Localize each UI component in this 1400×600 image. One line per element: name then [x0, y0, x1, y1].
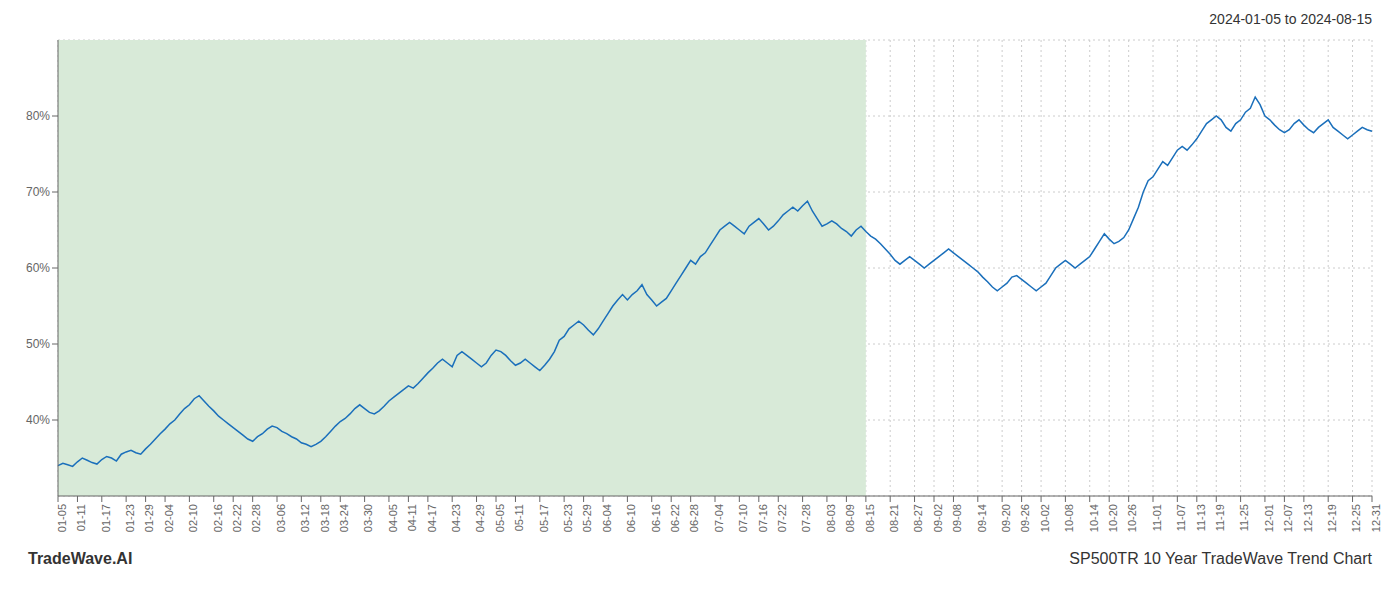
svg-text:03-12: 03-12: [299, 504, 311, 532]
svg-text:06-04: 06-04: [601, 504, 613, 532]
svg-text:04-23: 04-23: [450, 504, 462, 532]
svg-text:06-28: 06-28: [688, 504, 700, 532]
svg-text:01-23: 01-23: [124, 504, 136, 532]
svg-text:07-04: 07-04: [713, 504, 725, 532]
svg-text:03-06: 03-06: [275, 504, 287, 532]
svg-text:04-11: 04-11: [406, 504, 418, 531]
svg-text:02-10: 02-10: [187, 504, 199, 532]
svg-text:04-17: 04-17: [426, 504, 438, 532]
svg-text:10-20: 10-20: [1107, 504, 1119, 532]
svg-text:08-03: 08-03: [825, 504, 837, 532]
svg-text:11-25: 11-25: [1238, 504, 1250, 531]
svg-text:01-17: 01-17: [100, 504, 112, 532]
svg-text:07-22: 07-22: [776, 504, 788, 532]
svg-text:12-07: 12-07: [1282, 504, 1294, 532]
svg-text:02-28: 02-28: [250, 504, 262, 532]
svg-text:08-09: 08-09: [844, 504, 856, 532]
svg-text:11-19: 11-19: [1214, 504, 1226, 531]
svg-text:07-10: 07-10: [737, 504, 749, 532]
svg-text:03-18: 03-18: [319, 504, 331, 532]
svg-text:07-28: 07-28: [800, 504, 812, 532]
svg-text:02-16: 02-16: [212, 504, 224, 532]
svg-text:11-01: 11-01: [1151, 504, 1163, 531]
svg-text:08-15: 08-15: [864, 504, 876, 532]
svg-text:11-13: 11-13: [1195, 504, 1207, 531]
svg-text:05-29: 05-29: [581, 504, 593, 532]
svg-text:70%: 70%: [26, 185, 50, 199]
svg-text:03-24: 03-24: [338, 504, 350, 532]
svg-text:10-26: 10-26: [1126, 504, 1138, 532]
svg-text:03-30: 03-30: [362, 504, 374, 532]
svg-text:11-07: 11-07: [1175, 504, 1187, 531]
svg-text:01-05: 01-05: [56, 504, 68, 532]
svg-text:05-11: 05-11: [513, 504, 525, 531]
svg-text:02-22: 02-22: [231, 504, 243, 532]
svg-text:09-20: 09-20: [1000, 504, 1012, 532]
svg-text:12-13: 12-13: [1302, 504, 1314, 532]
svg-text:12-31: 12-31: [1370, 504, 1382, 532]
html-text:TradeWave.AI: TradeWave.AI: [28, 550, 133, 567]
svg-text:02-04: 02-04: [163, 504, 175, 532]
svg-text:09-26: 09-26: [1019, 504, 1031, 532]
svg-text:05-23: 05-23: [562, 504, 574, 532]
svg-text:05-17: 05-17: [538, 504, 550, 532]
svg-text:10-14: 10-14: [1088, 504, 1100, 532]
svg-text:10-02: 10-02: [1039, 504, 1051, 532]
svg-text:09-08: 09-08: [951, 504, 963, 532]
svg-text:04-05: 04-05: [387, 504, 399, 532]
svg-text:06-22: 06-22: [669, 504, 681, 532]
svg-text:50%: 50%: [26, 337, 50, 351]
svg-text:06-16: 06-16: [650, 504, 662, 532]
svg-text:12-25: 12-25: [1350, 504, 1362, 532]
svg-text:09-02: 09-02: [932, 504, 944, 532]
svg-text:09-14: 09-14: [976, 504, 988, 532]
svg-text:12-01: 12-01: [1263, 504, 1275, 532]
svg-text:60%: 60%: [26, 261, 50, 275]
svg-text:07-16: 07-16: [757, 504, 769, 532]
html-text:2024-01-05 to 2024-08-15: 2024-01-05 to 2024-08-15: [1209, 11, 1372, 27]
svg-text:04-29: 04-29: [474, 504, 486, 532]
svg-text:08-27: 08-27: [912, 504, 924, 532]
svg-text:80%: 80%: [26, 109, 50, 123]
svg-text:01-29: 01-29: [143, 504, 155, 532]
svg-text:10-08: 10-08: [1063, 504, 1075, 532]
svg-text:06-10: 06-10: [625, 504, 637, 532]
svg-text:40%: 40%: [26, 413, 50, 427]
svg-text:05-05: 05-05: [494, 504, 506, 532]
svg-text:12-19: 12-19: [1326, 504, 1338, 532]
svg-text:01-11: 01-11: [75, 504, 87, 531]
html-text:SP500TR 10 Year TradeWave Tren: SP500TR 10 Year TradeWave Trend Chart: [1069, 550, 1372, 567]
svg-text:08-21: 08-21: [888, 504, 900, 532]
